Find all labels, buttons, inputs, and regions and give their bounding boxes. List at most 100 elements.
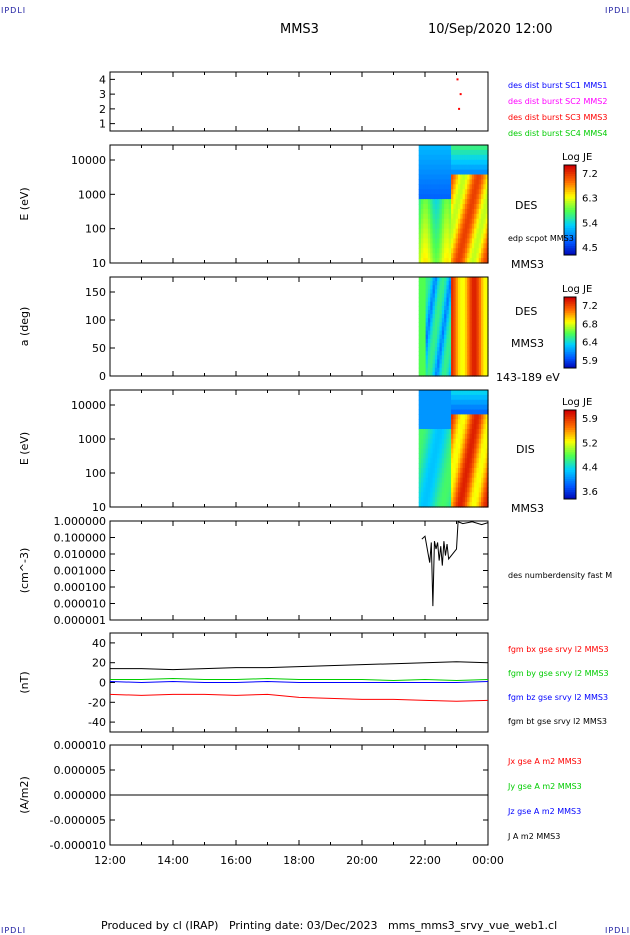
- heatmap-cell: [439, 253, 443, 259]
- heatmap-cell: [455, 281, 459, 286]
- heatmap-cell: [478, 463, 482, 469]
- heatmap-cell: [462, 492, 466, 498]
- heatmap-cell: [439, 453, 443, 459]
- heatmap-cell: [462, 477, 466, 484]
- heatmap-cell: [430, 463, 434, 469]
- heatmap-cell: [434, 174, 438, 181]
- heatmap-cell: [469, 169, 473, 176]
- heatmap-cell: [448, 243, 452, 249]
- heatmap-cell: [469, 330, 473, 336]
- heatmap-cell: [418, 248, 422, 254]
- heatmap-cell: [423, 409, 427, 415]
- heatmap-cell: [439, 359, 443, 365]
- heatmap-cell: [481, 404, 484, 411]
- colorbar-cell: [564, 423, 576, 427]
- heatmap-cell: [423, 243, 427, 249]
- heatmap-cell: [421, 453, 424, 459]
- heatmap-cell: [462, 199, 466, 205]
- heatmap-cell: [448, 169, 452, 176]
- heatmap-cell: [460, 199, 464, 205]
- heatmap-cell: [421, 330, 424, 336]
- colorbar-cell: [564, 364, 576, 367]
- heatmap-cell: [437, 367, 441, 373]
- heatmap-cell: [451, 233, 454, 240]
- heatmap-cell: [467, 314, 471, 319]
- heatmap-cell: [418, 159, 422, 166]
- y-axis-label: (cm^-3): [18, 548, 31, 594]
- heatmap-cell: [430, 497, 434, 503]
- heatmap-cell: [444, 154, 448, 161]
- heatmap-cell: [457, 414, 461, 420]
- heatmap-cell: [453, 477, 457, 484]
- heatmap-cell: [441, 367, 445, 373]
- heatmap-cell: [437, 414, 441, 420]
- heatmap-cell: [434, 228, 438, 235]
- heatmap-cell: [444, 399, 448, 406]
- heatmap-cell: [421, 159, 424, 166]
- colorbar-cell: [564, 332, 576, 335]
- heatmap-cell: [432, 281, 436, 286]
- heatmap-cell: [430, 277, 434, 282]
- heatmap-cell: [483, 458, 487, 464]
- heatmap-cell: [430, 472, 434, 479]
- heatmap-cell: [476, 463, 480, 469]
- heatmap-cell: [430, 159, 434, 166]
- heatmap-cell: [485, 228, 489, 235]
- heatmap-cell: [474, 492, 478, 498]
- heatmap-cell: [418, 448, 422, 454]
- heatmap-cell: [476, 258, 480, 264]
- heatmap-cell: [457, 363, 461, 369]
- heatmap-cell: [474, 390, 478, 396]
- heatmap-cell: [448, 477, 452, 484]
- heatmap-cell: [437, 218, 441, 225]
- heatmap-cell: [446, 414, 450, 420]
- heatmap-cell: [483, 443, 487, 450]
- heatmap-cell: [434, 310, 438, 315]
- heatmap-cell: [437, 453, 441, 459]
- heatmap-cell: [437, 419, 441, 425]
- heatmap-cell: [483, 253, 487, 259]
- heatmap-cell: [455, 218, 459, 225]
- heatmap-cell: [427, 164, 431, 171]
- heatmap-cell: [441, 453, 445, 459]
- heatmap-cell: [453, 159, 457, 166]
- heatmap-cell: [418, 149, 422, 156]
- heatmap-cell: [441, 293, 445, 299]
- heatmap-cell: [441, 149, 445, 156]
- heatmap-cell: [421, 289, 424, 295]
- heatmap-cell: [446, 314, 450, 319]
- heatmap-cell: [437, 492, 441, 498]
- heatmap-cell: [467, 159, 471, 166]
- heatmap-cell: [451, 477, 454, 484]
- heatmap-cell: [464, 228, 468, 235]
- heatmap-cell: [421, 248, 424, 254]
- heatmap-cell: [441, 314, 445, 319]
- heatmap-cell: [451, 293, 454, 299]
- heatmap-cell: [430, 502, 434, 508]
- heatmap-cell: [485, 463, 489, 469]
- heatmap-cell: [421, 293, 424, 299]
- colorbar-title: Log JE: [562, 152, 592, 163]
- heatmap-cell: [474, 314, 478, 319]
- heatmap-cell: [423, 472, 427, 479]
- heatmap-cell: [434, 248, 438, 254]
- heatmap-cell: [434, 243, 438, 249]
- colorbar-cell: [564, 341, 576, 344]
- heatmap-cell: [462, 213, 466, 220]
- heatmap-cell: [469, 322, 473, 328]
- heatmap-cell: [460, 458, 464, 464]
- heatmap-cell: [469, 238, 473, 244]
- heatmap-cell: [444, 458, 448, 464]
- heatmap-cell: [476, 145, 480, 151]
- heatmap-cell: [423, 204, 427, 210]
- heatmap-cell: [446, 404, 450, 411]
- heatmap-cell: [434, 367, 438, 373]
- heatmap-cell: [446, 293, 450, 299]
- heatmap-cell: [418, 502, 422, 508]
- x-tick-label: 16:00: [220, 854, 252, 867]
- colorbar-frame: [563, 409, 577, 500]
- heatmap-cell: [446, 281, 450, 286]
- heatmap-cell: [444, 179, 448, 185]
- heatmap-cell: [439, 293, 443, 299]
- heatmap-cells: [418, 145, 489, 264]
